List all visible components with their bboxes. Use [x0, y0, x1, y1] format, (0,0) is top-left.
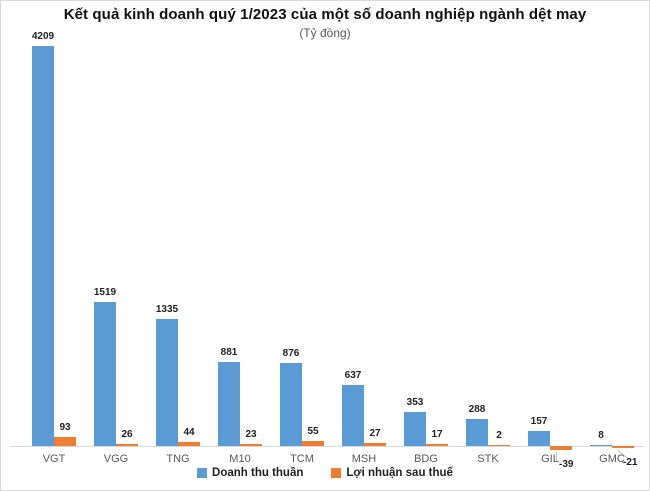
revenue-value-label: 157 — [530, 416, 548, 427]
legend-label-profit: Lợi nhuận sau thuế — [346, 467, 453, 479]
revenue-bar — [156, 319, 178, 446]
revenue-bar — [528, 431, 550, 446]
legend-label-revenue: Doanh thu thuần — [212, 467, 304, 479]
profit-value-label: 2 — [496, 430, 502, 441]
x-axis-line — [9, 446, 644, 447]
profit-bar — [240, 444, 262, 446]
category-label-vgt: VGT — [42, 453, 66, 465]
revenue-value-label: 353 — [406, 397, 424, 408]
category-slot-gmc: 8 -21 GMC — [581, 46, 643, 468]
profit-bar — [488, 445, 510, 446]
category-label-gil: GIL — [541, 453, 559, 465]
negative-label-leader — [556, 452, 557, 461]
category-slot-msh: 637 27 MSH — [333, 46, 395, 465]
profit-bar — [364, 443, 386, 446]
category-label-tcm: TCM — [290, 453, 314, 465]
profit-bar — [178, 442, 200, 446]
category-slot-bdg: 353 17 BDG — [395, 46, 457, 465]
profit-bar — [426, 444, 448, 446]
profit-bar — [302, 441, 324, 446]
profit-value-label: -39 — [559, 459, 574, 470]
revenue-bar — [590, 445, 612, 446]
legend-swatch-revenue — [197, 468, 208, 478]
revenue-value-label: 1335 — [155, 304, 179, 315]
revenue-bar — [280, 363, 302, 446]
category-label-tng: TNG — [166, 453, 190, 465]
revenue-bar — [32, 46, 54, 446]
profit-value-label: -21 — [623, 457, 638, 468]
category-label-msh: MSH — [351, 453, 377, 465]
plot-area: 4209 93 VGT 1519 26 VGG 1335 44 TNG 881 23 M10 876 55… — [23, 31, 643, 470]
revenue-value-label: 1519 — [93, 287, 117, 298]
revenue-bar — [466, 419, 488, 446]
chart-title: Kết quả kinh doanh quý 1/2023 của một số… — [63, 6, 587, 23]
revenue-bar — [342, 385, 364, 446]
profit-bar — [550, 446, 572, 450]
revenue-value-label: 288 — [468, 404, 486, 415]
profit-value-label: 93 — [59, 422, 71, 433]
revenue-bar — [404, 412, 426, 446]
legend-item-revenue: Doanh thu thuần — [197, 467, 303, 479]
profit-value-label: 17 — [431, 429, 443, 440]
profit-bar — [612, 446, 634, 448]
category-slot-tcm: 876 55 TCM — [271, 46, 333, 465]
profit-value-label: 23 — [245, 429, 257, 440]
legend-swatch-profit — [331, 468, 342, 478]
category-slot-gil: 157 -39 GIL — [519, 46, 581, 470]
revenue-value-label: 8 — [598, 430, 604, 441]
profit-value-label: 26 — [121, 429, 133, 440]
category-slot-vgg: 1519 26 VGG — [85, 46, 147, 465]
category-label-gmc: GMC — [599, 453, 625, 465]
category-slot-stk: 288 2 STK — [457, 46, 519, 465]
revenue-value-label: 4209 — [31, 31, 55, 42]
profit-bar — [54, 437, 76, 446]
category-slot-vgt: 4209 93 VGT — [23, 31, 85, 465]
category-label-m10: M10 — [229, 453, 251, 465]
revenue-bar — [94, 302, 116, 446]
revenue-value-label: 637 — [344, 370, 362, 381]
profit-value-label: 44 — [183, 427, 195, 438]
category-slot-m10: 881 23 M10 — [209, 46, 271, 465]
category-slot-tng: 1335 44 TNG — [147, 46, 209, 465]
revenue-value-label: 876 — [282, 348, 300, 359]
legend-item-profit: Lợi nhuận sau thuế — [331, 467, 453, 479]
revenue-value-label: 881 — [220, 347, 238, 358]
profit-value-label: 27 — [369, 428, 381, 439]
category-label-vgg: VGG — [103, 453, 129, 465]
category-label-stk: STK — [477, 453, 499, 465]
chart-subtitle: (Tỷ đồng) — [299, 26, 351, 40]
profit-value-label: 55 — [307, 426, 319, 437]
category-label-bdg: BDG — [414, 453, 438, 465]
revenue-bar — [218, 362, 240, 446]
profit-bar — [116, 444, 138, 446]
legend: Doanh thu thuần Lợi nhuận sau thuế — [1, 467, 649, 479]
